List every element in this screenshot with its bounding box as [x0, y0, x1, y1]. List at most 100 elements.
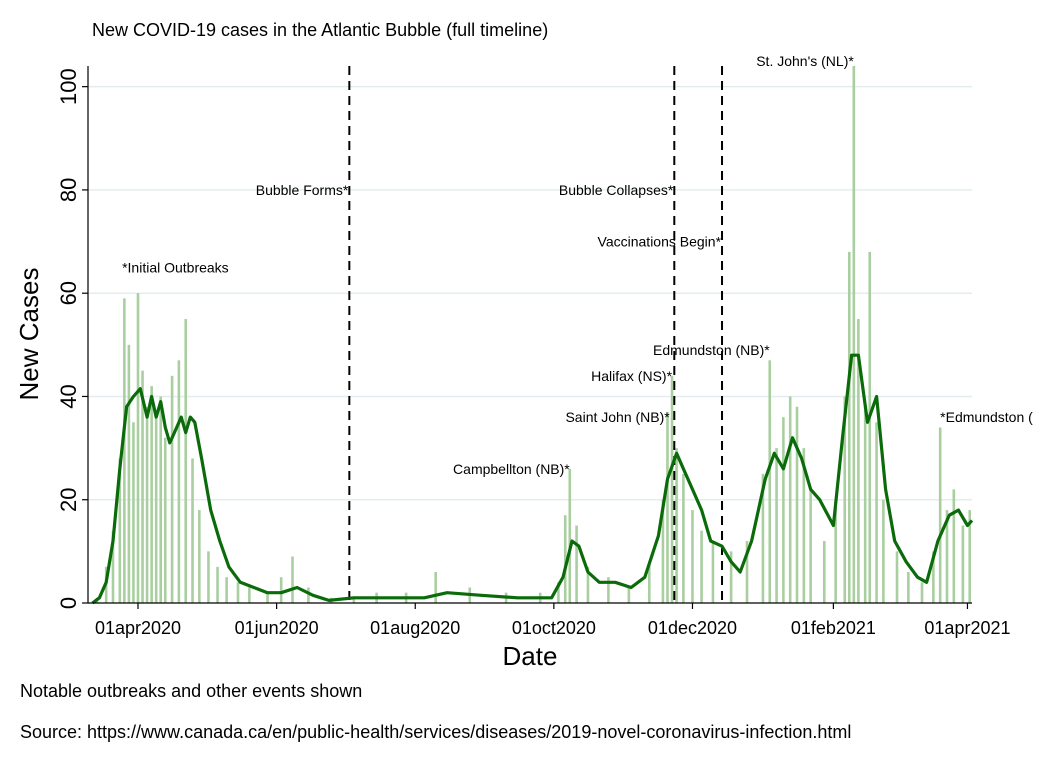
daily-case-bar: [163, 437, 167, 603]
daily-case-bar: [141, 370, 144, 603]
daily-case-bar: [945, 510, 949, 603]
daily-case-bar: [782, 417, 785, 603]
event-label: Bubble Collapses*: [559, 182, 674, 198]
daily-case-bar: [670, 375, 674, 603]
daily-case-bar: [607, 577, 610, 603]
annotation-label: Saint John (NB)*: [565, 409, 670, 425]
gridlines: [88, 85, 972, 501]
daily-case-bar: [907, 572, 910, 603]
daily-case-bar: [266, 592, 269, 603]
daily-case-bar: [568, 468, 572, 603]
daily-case-bar: [847, 251, 851, 603]
daily-case-bar: [711, 541, 715, 603]
daily-case-bar: [216, 566, 219, 603]
daily-case-bar: [184, 319, 188, 603]
y-tick-label: 20: [56, 487, 81, 511]
daily-case-bar: [857, 319, 860, 603]
y-tick-label: 60: [56, 281, 81, 305]
daily-case-bar: [834, 499, 837, 603]
axes: 0 20 40 60 80 100 01apr2020 01jun2020 01aug2020 0…: [56, 66, 1011, 638]
annotation-label: *Edmundston (: [940, 409, 1033, 425]
x-tick-label: 01oct2020: [512, 618, 596, 638]
event-label: Vaccinations Begin*: [598, 234, 722, 250]
daily-case-bar: [968, 510, 972, 603]
daily-case-bar: [682, 473, 685, 603]
event-label: Bubble Forms*: [256, 182, 349, 198]
x-axis-label: Date: [503, 641, 558, 671]
annotation-label: Edmundston (NB)*: [653, 342, 770, 358]
daily-case-bar: [895, 551, 899, 603]
daily-case-bar: [920, 582, 924, 603]
daily-case-bar: [627, 587, 631, 603]
daily-case-bar: [132, 422, 135, 603]
daily-case-bar: [822, 541, 826, 603]
daily-case-bar: [868, 251, 872, 603]
daily-case-bar: [111, 530, 115, 603]
x-tick-label: 01apr2021: [924, 618, 1010, 638]
daily-case-bar: [557, 582, 560, 603]
daily-case-bar: [123, 298, 126, 603]
daily-case-bar: [191, 458, 194, 603]
daily-case-bar: [852, 66, 856, 603]
chart-title: New COVID-19 cases in the Atlantic Bubbl…: [92, 20, 549, 40]
y-tick-label: 0: [56, 597, 81, 609]
daily-case-bar: [691, 510, 694, 603]
daily-case-bar: [843, 396, 847, 603]
daily-case-bar: [809, 489, 812, 603]
daily-case-bar: [586, 566, 590, 603]
daily-case-bar: [863, 406, 867, 603]
y-tick-label: 80: [56, 178, 81, 202]
daily-case-bar: [675, 448, 678, 603]
daily-case-bar: [875, 422, 878, 603]
daily-case-bar: [729, 551, 733, 603]
daily-case-bar: [236, 582, 240, 603]
daily-case-bar: [745, 541, 749, 603]
daily-case-bar: [177, 360, 181, 603]
annotations: *Initial Outbreaks Campbellton (NB)* Saint…: [122, 53, 1033, 477]
smoothed-average-line: [91, 353, 974, 605]
daily-case-bar: [307, 587, 310, 603]
daily-case-bar: [938, 427, 942, 603]
daily-case-bar: [150, 386, 153, 603]
daily-case-bar: [207, 551, 210, 603]
x-tick-label: 01apr2020: [95, 618, 181, 638]
daily-case-bar: [575, 525, 578, 603]
daily-case-bar: [648, 561, 651, 603]
x-tick-label: 01aug2020: [370, 618, 460, 638]
chart-svg: Bubble Forms* Bubble Collapses* Vaccinatio…: [14, 53, 1033, 671]
event-lines: Bubble Forms* Bubble Collapses* Vaccinatio…: [256, 66, 724, 603]
chart-source: Source: https://www.canada.ca/en/public-…: [20, 722, 852, 742]
daily-case-bar: [127, 344, 131, 603]
y-axis-label: New Cases: [14, 268, 44, 401]
chart-note: Notable outbreaks and other events shown: [20, 681, 363, 701]
daily-case-bar: [352, 597, 356, 603]
daily-case-bar: [775, 448, 778, 603]
daily-case-bar: [279, 577, 283, 603]
annotation-label: Halifax (NS)*: [591, 368, 672, 384]
daily-case-bar: [961, 525, 965, 603]
daily-case-bar: [434, 572, 437, 603]
daily-case-bars: [95, 66, 972, 603]
daily-case-bar: [225, 577, 228, 603]
annotation-label: Campbellton (NB)*: [453, 461, 570, 477]
y-tick-label: 100: [56, 68, 81, 105]
daily-case-bar: [882, 499, 885, 603]
daily-case-bar: [291, 556, 294, 603]
daily-case-bar: [159, 396, 163, 603]
daily-case-bar: [136, 293, 140, 603]
daily-case-bar: [761, 473, 765, 603]
daily-case-bar: [802, 448, 806, 603]
daily-case-bar: [198, 510, 201, 603]
daily-case-bar: [952, 489, 956, 603]
daily-case-bar: [563, 515, 567, 603]
daily-case-bar: [795, 406, 799, 603]
daily-case-bar: [700, 530, 703, 603]
daily-case-bar: [661, 499, 665, 603]
annotation-label: St. John's (NL)*: [756, 53, 854, 69]
daily-case-bar: [118, 458, 122, 603]
x-tick-label: 01dec2020: [648, 618, 737, 638]
y-tick-label: 40: [56, 384, 81, 408]
daily-case-bar: [145, 406, 149, 603]
daily-case-bar: [768, 360, 772, 603]
x-tick-label: 01feb2021: [791, 618, 876, 638]
